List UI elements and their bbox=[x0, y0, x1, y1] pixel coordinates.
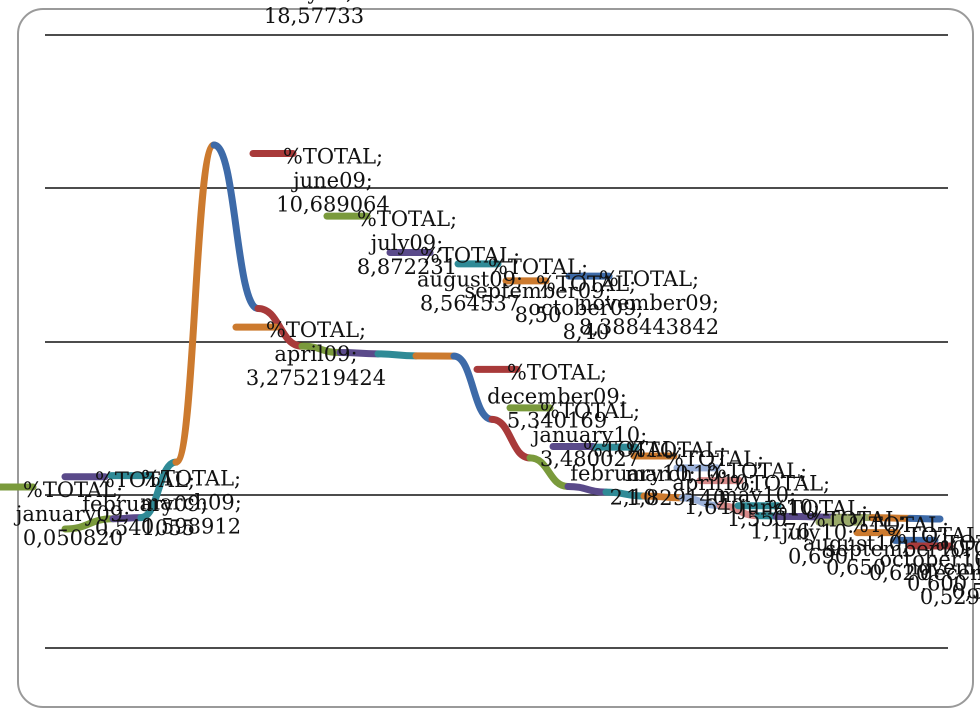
data-label: march09; bbox=[140, 491, 242, 515]
data-label: %TOTAL; bbox=[940, 537, 980, 561]
data-label: june09; bbox=[290, 168, 373, 192]
series-line-segment bbox=[176, 145, 214, 462]
data-label: %TOTAL; bbox=[540, 399, 640, 423]
data-label: %TOTAL; bbox=[357, 207, 457, 231]
series-line-segment bbox=[568, 486, 606, 492]
series-line-segment bbox=[214, 145, 258, 308]
data-label: 18,57733 bbox=[264, 4, 364, 28]
data-label: %TOTAL; bbox=[507, 360, 607, 384]
data-label: april09; bbox=[274, 342, 357, 366]
data-label: %TOTAL; bbox=[730, 472, 830, 496]
data-label: november09; bbox=[579, 291, 719, 315]
series-line-segment bbox=[378, 354, 416, 356]
data-label: 8,388443842 bbox=[579, 315, 719, 339]
data-label: %TOTAL; bbox=[141, 467, 241, 491]
data-label: 0,529390074 bbox=[920, 585, 980, 609]
data-label: %TOTAL; bbox=[266, 318, 366, 342]
data-label: %TOTAL; bbox=[599, 267, 699, 291]
data-label: %TOTAL; bbox=[283, 144, 383, 168]
data-label: december10; bbox=[920, 561, 980, 585]
data-label: 3,275219424 bbox=[246, 366, 386, 390]
data-label: 0,598912 bbox=[141, 515, 241, 539]
line-chart: %TOTAL;january09;0,050820%TOTAL;february… bbox=[0, 0, 980, 673]
